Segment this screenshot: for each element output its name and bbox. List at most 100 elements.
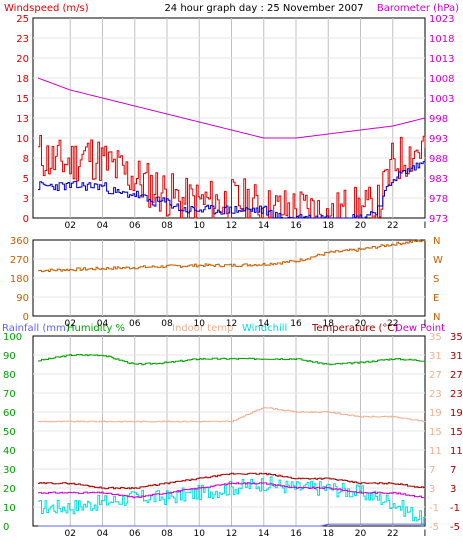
legend-humidity: Humidity % (67, 323, 125, 334)
compass-label: N (433, 236, 440, 247)
y2-tick-label: 19 (429, 408, 442, 419)
x-tick-label: 20 (355, 221, 367, 231)
y3-tick-label: 3 (450, 484, 456, 495)
y-tick-label: 13 (16, 114, 29, 125)
series-dewpoint-line (38, 482, 426, 499)
y2-tick-label: 11 (429, 446, 442, 457)
x-tick-label: 02 (65, 529, 76, 539)
y-tick-label: 80 (3, 370, 16, 381)
x-tick-label: I (424, 319, 427, 329)
y-tick-label: 100 (3, 332, 22, 343)
y-tick-label: 0 (23, 214, 29, 225)
y3-tick-label: 15 (450, 427, 463, 438)
x-tick-label: 08 (161, 529, 173, 539)
x-tick-label: 10 (194, 221, 206, 231)
series-indoor-line (38, 407, 426, 423)
y3-tick-label: 23 (450, 389, 463, 400)
y-tick-label: 3 (23, 194, 29, 205)
y-tick-label: 0 (23, 312, 29, 323)
x-tick-label: 10 (194, 319, 206, 329)
windspeed-axis-label: Windspeed (m/s) (4, 3, 89, 14)
x-tick-label: 14 (258, 221, 270, 231)
x-tick-label: 20 (355, 319, 367, 329)
y-tick-label: 5 (23, 174, 29, 185)
x-tick-label: 02 (65, 319, 76, 329)
y3-tick-label: 35 (450, 332, 463, 343)
x-tick-label: 10 (194, 529, 206, 539)
y-tick-label: 40 (3, 446, 16, 457)
y-tick-label: 60 (3, 408, 16, 419)
x-tick-label: 16 (290, 319, 302, 329)
x-tick-label: 04 (97, 319, 109, 329)
legend-rainfall: Rainfall (mm) (2, 323, 70, 334)
y-tick-label: 90 (3, 351, 16, 362)
x-tick-label: 06 (129, 529, 141, 539)
series-windchill-line (38, 476, 426, 527)
y2-tick-label: 7 (429, 465, 435, 476)
y2-tick-label: 31 (429, 351, 442, 362)
x-tick-label: 06 (129, 319, 141, 329)
x-tick-label: 18 (323, 319, 335, 329)
legend-dewpoint: Dew Point (395, 323, 445, 334)
y2-tick-label: 978 (429, 194, 448, 205)
y3-tick-label: 7 (450, 465, 456, 476)
y2-tick-label: -1 (429, 503, 439, 514)
y3-tick-label: 31 (450, 351, 463, 362)
y-tick-label: 20 (16, 54, 29, 65)
y-tick-label: 25 (16, 14, 29, 25)
y3-tick-label: -5 (450, 522, 460, 533)
y2-tick-label: 988 (429, 154, 448, 165)
barometer-axis-label: Barometer (hPa) (377, 3, 459, 14)
y-tick-label: 23 (16, 34, 29, 45)
series-rainfall-line (38, 523, 425, 527)
y-tick-label: 270 (10, 255, 29, 266)
x-tick-label: 18 (323, 221, 335, 231)
y2-tick-label: 23 (429, 389, 442, 400)
y3-tick-label: 27 (450, 370, 463, 381)
x-tick-label: 12 (226, 221, 237, 231)
x-tick-label: 08 (161, 319, 173, 329)
x-tick-label: 14 (258, 319, 270, 329)
y-tick-label: 10 (16, 134, 29, 145)
x-tick-label: 14 (258, 529, 270, 539)
y2-tick-label: -5 (429, 522, 439, 533)
chart-title: 24 hour graph day : 25 November 2007 (164, 3, 363, 14)
y2-tick-label: 35 (429, 332, 442, 343)
x-tick-label: 16 (290, 529, 302, 539)
y2-tick-label: 983 (429, 174, 448, 185)
y2-tick-label: 1018 (429, 34, 454, 45)
series-barometer-line (37, 77, 426, 139)
legend-indoor: Indoor temp (172, 323, 233, 334)
x-tick-label: 22 (387, 529, 398, 539)
y-tick-label: 0 (3, 522, 9, 533)
y-tick-label: 15 (16, 94, 29, 105)
series-average-line (38, 161, 426, 219)
y2-tick-label: 1023 (429, 14, 454, 25)
y-tick-label: 180 (10, 274, 29, 285)
y2-tick-label: 998 (429, 114, 448, 125)
y2-tick-label: 1008 (429, 74, 454, 85)
y-tick-label: 70 (3, 389, 16, 400)
y3-tick-label: 11 (450, 446, 463, 457)
compass-label: E (433, 293, 439, 304)
y3-tick-label: -1 (450, 503, 460, 514)
y2-tick-label: 973 (429, 214, 448, 225)
y-tick-label: 360 (10, 236, 29, 247)
x-tick-label: 04 (97, 529, 109, 539)
y2-tick-label: 1013 (429, 54, 454, 65)
x-tick-label: 22 (387, 221, 398, 231)
y2-tick-label: 15 (429, 427, 442, 438)
y2-tick-label: 993 (429, 134, 448, 145)
y-tick-label: 90 (16, 293, 29, 304)
x-tick-label: 20 (355, 529, 367, 539)
x-tick-label: 22 (387, 319, 398, 329)
series-humidity-line (38, 354, 426, 366)
y-tick-label: 18 (16, 74, 29, 85)
x-tick-label: I (424, 221, 427, 231)
y-tick-label: 30 (3, 465, 16, 476)
y-tick-label: 10 (3, 503, 16, 514)
compass-label: W (433, 255, 443, 266)
x-tick-label: 06 (129, 221, 141, 231)
compass-label: N (433, 312, 440, 323)
